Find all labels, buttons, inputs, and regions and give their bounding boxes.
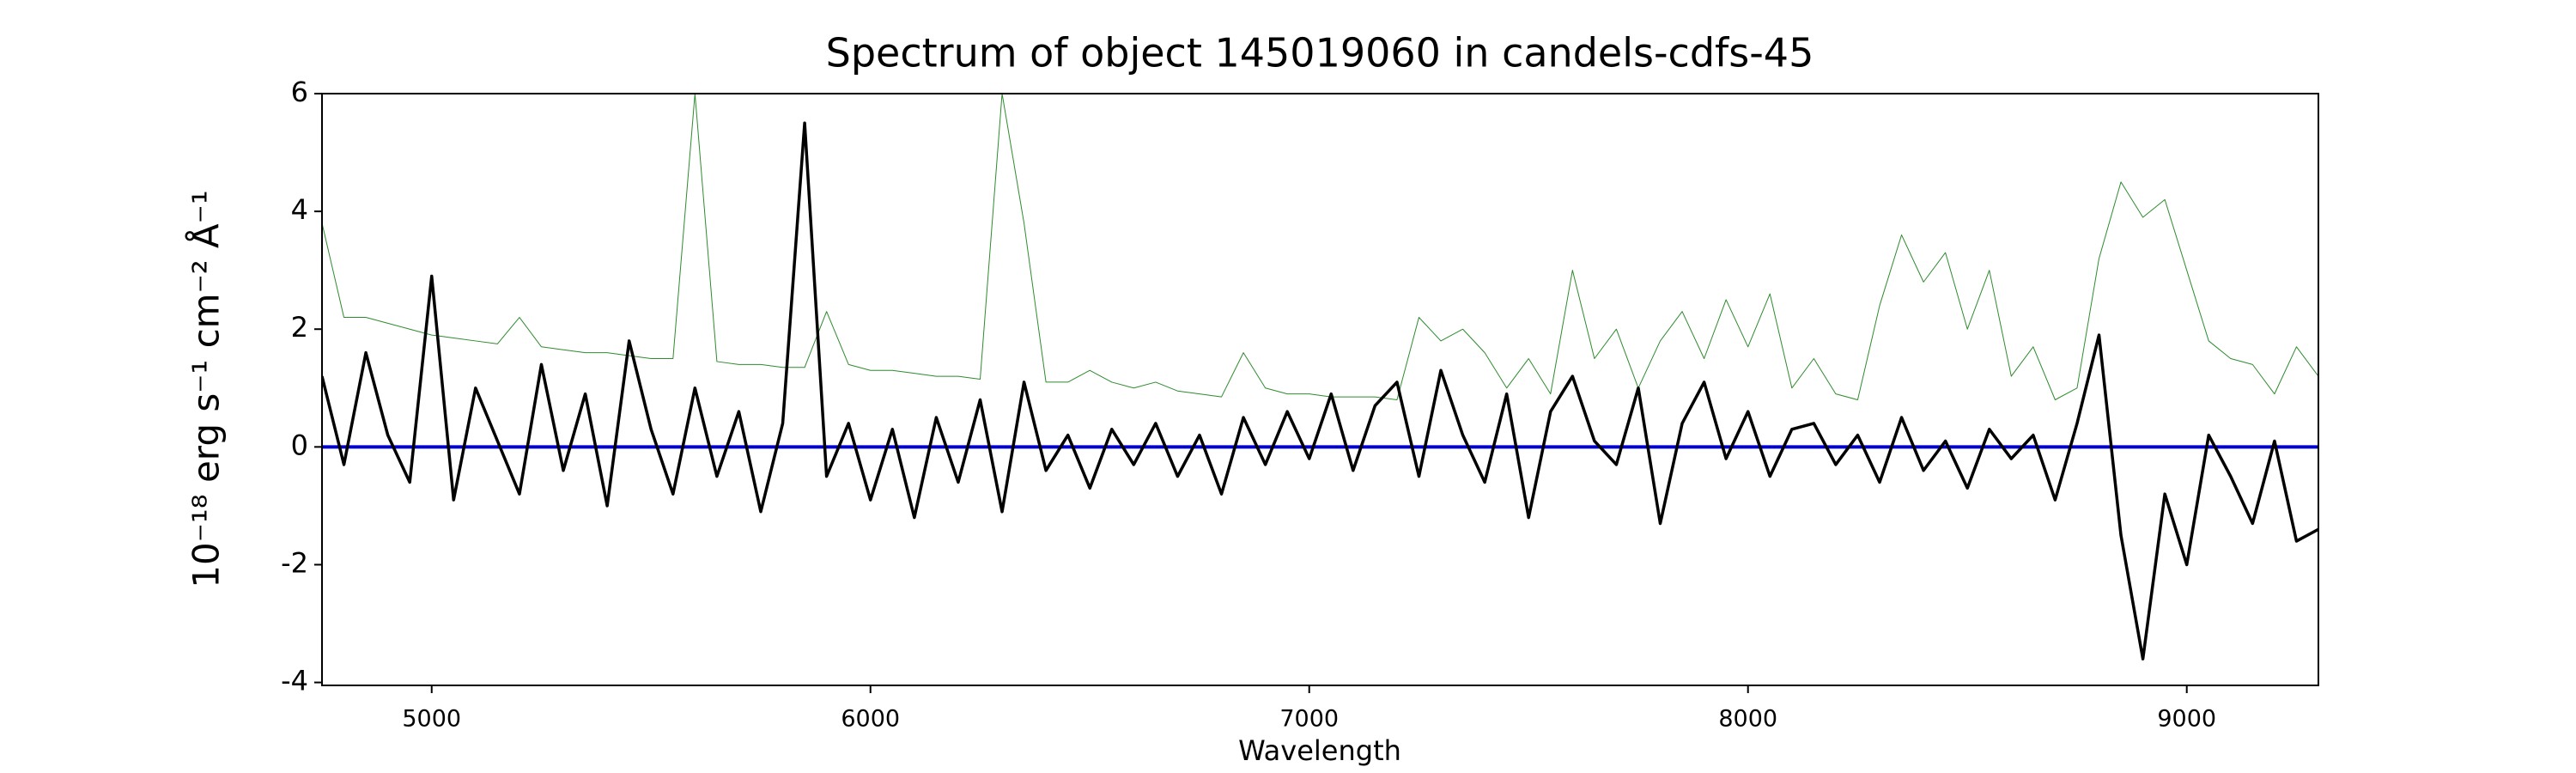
x-axis-label: Wavelength <box>1238 734 1401 767</box>
x-tick-label: 8000 <box>1718 706 1777 733</box>
spectrum-line <box>322 94 2318 400</box>
y-tick-label: 2 <box>291 311 308 344</box>
y-tick-label: 0 <box>291 429 308 461</box>
x-tick-label: 6000 <box>841 706 900 733</box>
spectrum-line <box>322 121 2318 660</box>
x-tick-label: 9000 <box>2157 706 2216 733</box>
y-axis-label: 10⁻¹⁸ erg s⁻¹ cm⁻² Å⁻¹ <box>185 190 228 587</box>
y-tick-label: 6 <box>291 76 308 108</box>
x-tick-label: 5000 <box>402 706 461 733</box>
y-tick-label: -4 <box>281 665 308 697</box>
x-tick-label: 7000 <box>1279 706 1339 733</box>
chart-title: Spectrum of object 145019060 in candels-… <box>826 30 1814 76</box>
plot-area <box>322 94 2318 660</box>
y-tick-label: 4 <box>291 193 308 226</box>
axes-frame <box>321 93 2319 686</box>
y-tick-label: -2 <box>281 546 308 579</box>
